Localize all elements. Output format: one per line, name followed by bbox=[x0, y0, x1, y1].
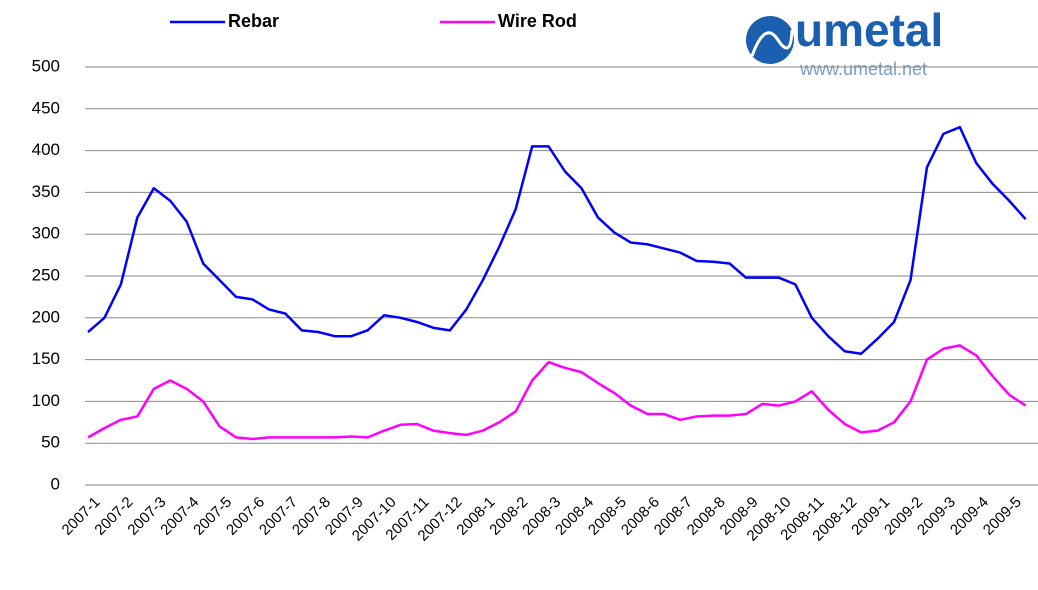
y-tick-label: 0 bbox=[51, 474, 60, 493]
y-tick-label: 250 bbox=[32, 265, 60, 284]
y-tick-label: 450 bbox=[32, 98, 60, 117]
legend-label: Wire Rod bbox=[498, 11, 577, 31]
logo-name: umetal bbox=[795, 4, 943, 56]
logo-url: www.umetal.net bbox=[799, 59, 927, 79]
y-tick-label: 400 bbox=[32, 140, 60, 159]
legend-label: Rebar bbox=[228, 11, 279, 31]
y-tick-label: 300 bbox=[32, 224, 60, 243]
series-line bbox=[87, 125, 1027, 355]
y-tick-label: 50 bbox=[41, 433, 60, 452]
y-tick-label: 200 bbox=[32, 307, 60, 326]
y-tick-label: 500 bbox=[32, 56, 60, 75]
logo-swoosh bbox=[750, 29, 794, 57]
y-tick-label: 100 bbox=[32, 391, 60, 410]
series-line bbox=[87, 344, 1027, 441]
y-tick-label: 350 bbox=[32, 182, 60, 201]
y-tick-label: 150 bbox=[32, 349, 60, 368]
logo-icon bbox=[746, 16, 794, 64]
